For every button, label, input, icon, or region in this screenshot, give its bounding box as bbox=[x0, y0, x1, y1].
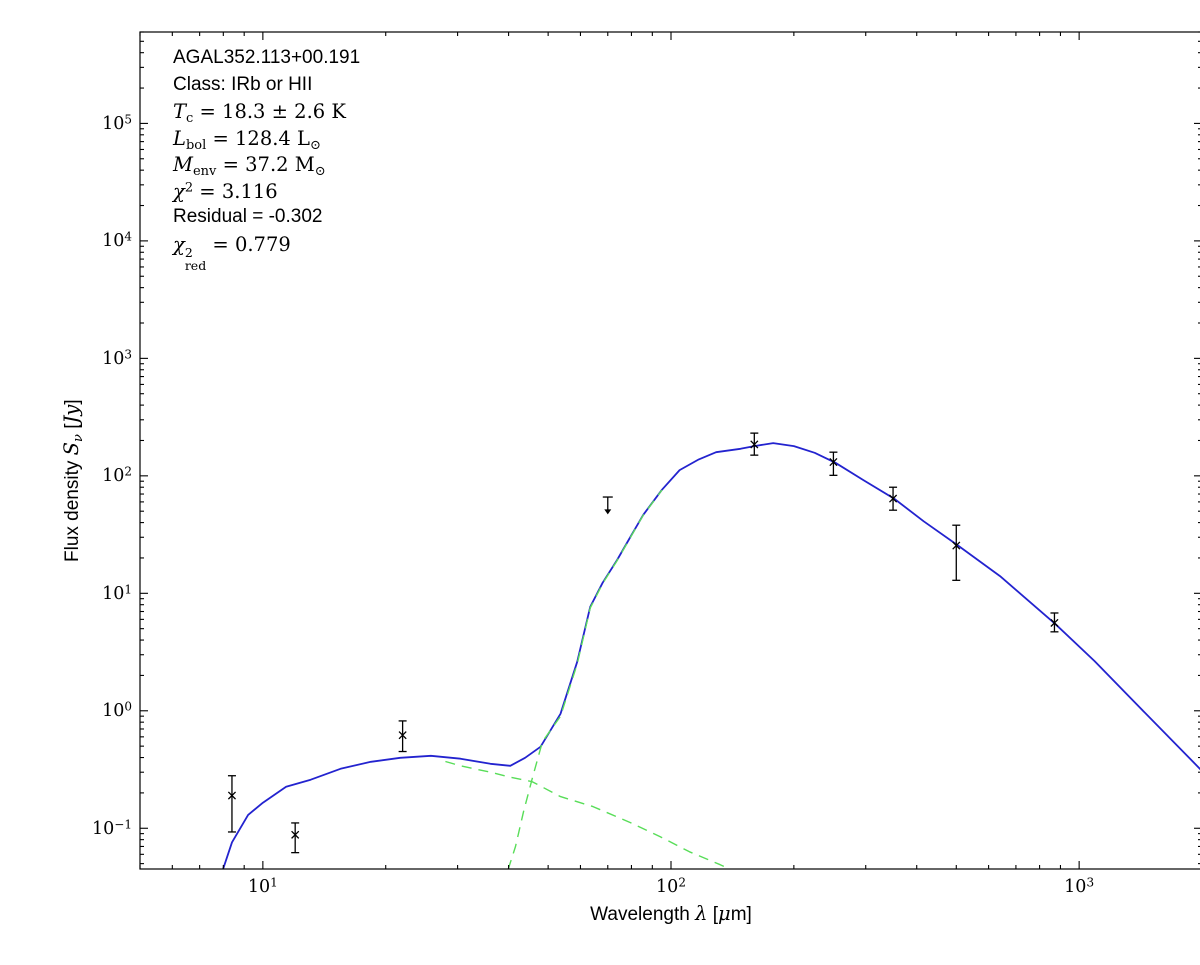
axes bbox=[139, 31, 1200, 870]
sed-plot-figure: AGAL352.113+00.191 Class: IRb or HII Tc = … bbox=[40, 16, 1200, 949]
model-total-curve bbox=[222, 442, 1200, 869]
data-points bbox=[227, 432, 1059, 854]
data-point bbox=[829, 451, 838, 476]
data-point bbox=[750, 432, 759, 456]
x-marker bbox=[291, 830, 300, 839]
data-point bbox=[398, 720, 407, 753]
upper-limit-arrowhead bbox=[604, 509, 612, 515]
x-marker bbox=[398, 731, 407, 740]
model-warm-component-curve bbox=[445, 760, 732, 869]
model-cold-component-curve bbox=[507, 489, 663, 869]
data-point bbox=[291, 822, 300, 854]
data-point bbox=[1050, 612, 1059, 633]
upper-limit-marker bbox=[602, 496, 613, 515]
x-marker bbox=[952, 541, 961, 550]
data-point bbox=[227, 775, 237, 833]
x-marker bbox=[750, 440, 759, 449]
model-curves bbox=[222, 442, 1200, 869]
x-marker bbox=[888, 494, 898, 503]
data-point bbox=[888, 486, 898, 511]
x-marker bbox=[227, 791, 237, 800]
plot-frame bbox=[139, 31, 1200, 870]
plot-canvas bbox=[139, 31, 1200, 870]
data-point bbox=[952, 524, 961, 581]
x-marker bbox=[829, 458, 838, 467]
x-marker bbox=[1050, 618, 1059, 627]
